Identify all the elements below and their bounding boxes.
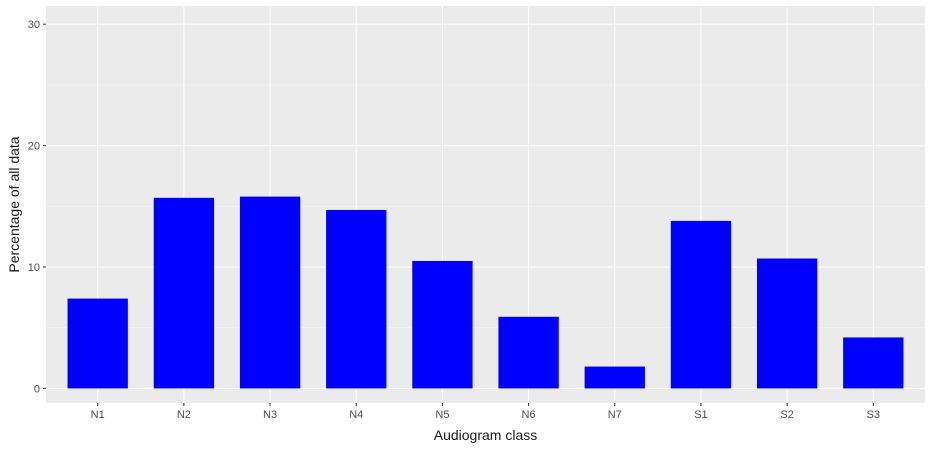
bar-s2	[756, 258, 818, 389]
bars	[67, 196, 904, 389]
x-tick-label: N7	[608, 409, 622, 421]
y-axis-title: Percentage of all data	[6, 136, 22, 272]
bar-n1	[67, 298, 128, 389]
x-tick-label: N2	[177, 409, 191, 421]
y-tick-label: 30	[28, 19, 40, 31]
bar-s3	[843, 337, 904, 389]
bar-n4	[326, 209, 387, 389]
x-tick-label: N3	[263, 409, 277, 421]
y-tick-label: 0	[34, 383, 40, 395]
x-tick-label: N4	[349, 409, 363, 421]
x-axis-title: Audiogram class	[434, 427, 538, 443]
bar-n6	[498, 316, 559, 389]
x-tick-label: S2	[780, 409, 793, 421]
x-axis: N1 N2 N3 N4 N5 N6 N7 S1 S2 S3	[91, 403, 880, 421]
bar-n2	[153, 197, 215, 389]
y-tick-label: 20	[28, 141, 40, 153]
bar-n5	[412, 260, 473, 389]
x-tick-label: S3	[867, 409, 880, 421]
bar-n7	[584, 366, 645, 389]
bar-n3	[239, 196, 301, 389]
x-tick-label: N5	[435, 409, 449, 421]
x-tick-label: N1	[91, 409, 105, 421]
x-tick-label: S1	[694, 409, 707, 421]
y-axis: 0 10 20 30	[28, 19, 46, 395]
y-tick-label: 10	[28, 262, 40, 274]
x-tick-label: N6	[522, 409, 536, 421]
bar-s1	[670, 220, 732, 389]
